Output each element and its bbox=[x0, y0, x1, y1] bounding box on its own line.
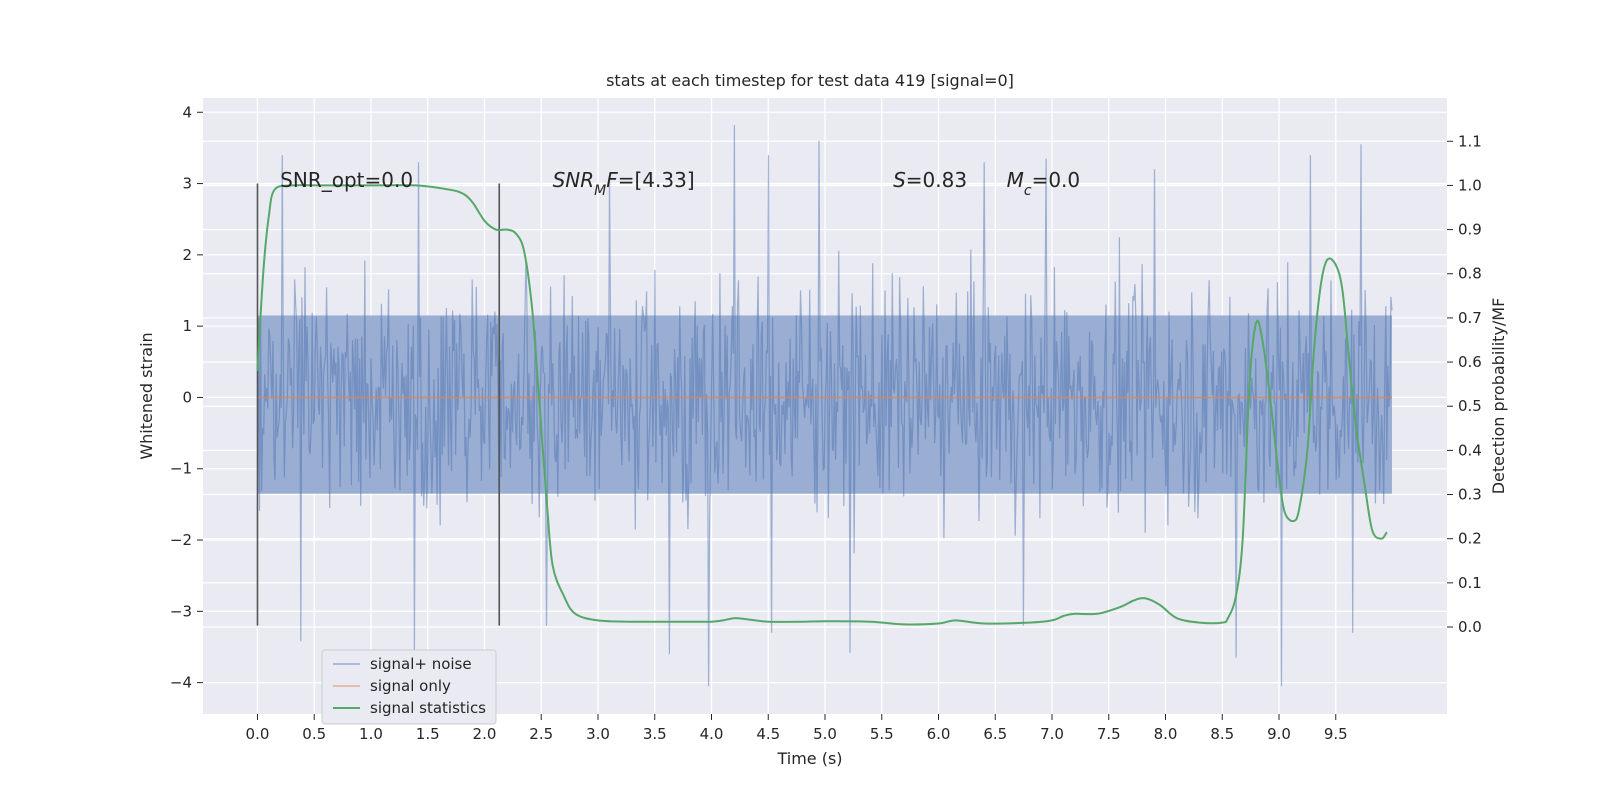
x-tick-label: 9.5 bbox=[1324, 725, 1348, 743]
x-tick-label: 1.5 bbox=[416, 725, 440, 743]
left-y-tick-label: 2 bbox=[182, 246, 192, 264]
x-tick-label: 5.0 bbox=[813, 725, 837, 743]
x-tick-label: 6.5 bbox=[983, 725, 1007, 743]
x-tick-label: 5.5 bbox=[870, 725, 894, 743]
x-tick-label: 9.0 bbox=[1267, 725, 1291, 743]
left-y-tick-label: 0 bbox=[182, 388, 192, 406]
legend: signal+ noise signal only signal statist… bbox=[321, 649, 497, 725]
left-y-axis: −4 −3 −2 −1 0 1 2 3 4 bbox=[170, 103, 203, 692]
x-tick-label: 3.0 bbox=[586, 725, 610, 743]
legend-label-signal-only: signal only bbox=[370, 677, 451, 695]
series-signal-noise bbox=[256, 125, 1393, 687]
x-tick-label: 2.0 bbox=[473, 725, 497, 743]
chart-title: stats at each timestep for test data 419… bbox=[606, 71, 1014, 90]
right-y-tick-label: 0.9 bbox=[1458, 221, 1482, 239]
x-tick-label: 1.0 bbox=[359, 725, 383, 743]
signal-statistics-line bbox=[256, 184, 1388, 626]
left-y-tick-label: 4 bbox=[182, 103, 192, 121]
x-tick-label: 6.0 bbox=[927, 725, 951, 743]
left-y-axis-label: Whitened strain bbox=[137, 332, 156, 459]
right-y-tick-label: 1.1 bbox=[1458, 132, 1482, 150]
right-y-tick-label: 0.7 bbox=[1458, 309, 1482, 327]
noise-trace bbox=[256, 125, 1393, 687]
x-axis-label: Time (s) bbox=[776, 749, 842, 768]
vertical-markers bbox=[256, 183, 501, 626]
series-signal-statistics bbox=[256, 184, 1388, 626]
x-tick-label: 2.5 bbox=[529, 725, 553, 743]
right-y-axis: 0.0 0.1 0.2 0.3 0.4 0.5 0.6 0.7 0.8 0.9 1.0 1.1 bbox=[1447, 132, 1482, 636]
legend-label-signal-noise: signal+ noise bbox=[370, 655, 472, 673]
right-y-tick-label: 0.3 bbox=[1458, 486, 1482, 504]
annotation-snr-opt: SNR_opt=0.0 bbox=[280, 168, 413, 192]
x-tick-label: 8.5 bbox=[1210, 725, 1234, 743]
right-y-axis-label: Detection probability/MF bbox=[1489, 298, 1508, 495]
left-y-tick-label: −2 bbox=[170, 531, 192, 549]
annotations: SNR_opt=0.0 SNRMF=[4.33] S=0.83 Mc=0.0 bbox=[280, 168, 1080, 199]
left-y-tick-label: −4 bbox=[170, 674, 192, 692]
right-y-tick-label: 1.0 bbox=[1458, 176, 1482, 194]
x-tick-label: 4.5 bbox=[756, 725, 780, 743]
left-y-tick-label: 3 bbox=[182, 175, 192, 193]
right-y-tick-label: 0.2 bbox=[1458, 530, 1482, 548]
left-y-tick-label: −1 bbox=[170, 460, 192, 478]
x-tick-label: 0.5 bbox=[302, 725, 326, 743]
annotation-chirp-mass: Mc=0.0 bbox=[1007, 168, 1081, 199]
right-y-tick-label: 0.5 bbox=[1458, 397, 1482, 415]
x-tick-label: 3.5 bbox=[643, 725, 667, 743]
right-y-tick-label: 0.6 bbox=[1458, 353, 1482, 371]
left-y-tick-label: −3 bbox=[170, 602, 192, 620]
x-tick-label: 7.0 bbox=[1040, 725, 1064, 743]
legend-label-signal-statistics: signal statistics bbox=[370, 699, 486, 717]
right-y-tick-label: 0.8 bbox=[1458, 265, 1482, 283]
x-tick-label: 8.0 bbox=[1154, 725, 1178, 743]
right-y-tick-label: 0.4 bbox=[1458, 441, 1482, 459]
annotation-snr-mf: SNRMF=[4.33] bbox=[553, 168, 695, 199]
annotation-s-stat: S=0.83 bbox=[893, 168, 967, 192]
legend-box bbox=[321, 649, 497, 725]
right-y-tick-label: 0.1 bbox=[1458, 574, 1482, 592]
right-y-tick-label: 0.0 bbox=[1458, 618, 1482, 636]
x-tick-label: 4.0 bbox=[700, 725, 724, 743]
left-y-tick-label: 1 bbox=[182, 317, 192, 335]
x-tick-label: 0.0 bbox=[246, 725, 270, 743]
x-tick-label: 7.5 bbox=[1097, 725, 1121, 743]
